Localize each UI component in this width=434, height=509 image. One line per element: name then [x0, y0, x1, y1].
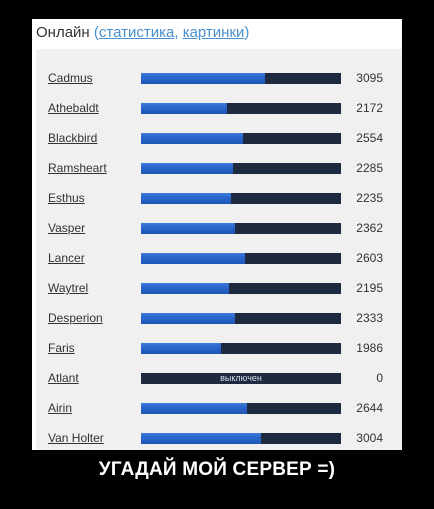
pictures-link[interactable]: картинки — [182, 24, 245, 41]
online-count: 2285 — [356, 161, 383, 175]
online-count: 1986 — [356, 341, 383, 355]
online-bar — [141, 283, 341, 294]
statistics-link[interactable]: статистика — [98, 24, 175, 41]
online-bar — [141, 433, 341, 444]
header-close-paren: ) — [244, 24, 250, 41]
server-row: Atlant выключен 0 — [36, 368, 402, 392]
server-name-link[interactable]: Atlant — [48, 371, 79, 385]
server-row: Cadmus 3095 — [36, 68, 402, 92]
screenshot-frame: Онлайн (статистика, картинки) Cadmus 3095… — [32, 19, 402, 450]
online-count: 0 — [376, 371, 383, 385]
server-name-link[interactable]: Cadmus — [48, 71, 93, 85]
online-bar-fill — [141, 253, 245, 264]
online-bar-fill — [141, 313, 235, 324]
online-header: Онлайн (статистика, картинки) — [36, 24, 249, 46]
server-row: Lancer 2603 — [36, 248, 402, 272]
server-name-link[interactable]: Athebaldt — [48, 101, 99, 115]
server-name-link[interactable]: Esthus — [48, 191, 85, 205]
server-row: Airin 2644 — [36, 398, 402, 422]
server-status-label: выключен — [220, 373, 262, 383]
online-count: 2603 — [356, 251, 383, 265]
header-title: Онлайн — [36, 24, 90, 41]
header-separator: , — [174, 24, 183, 41]
online-bar-fill — [141, 133, 243, 144]
server-name-link[interactable]: Van Holter — [48, 431, 104, 445]
online-bar-fill — [141, 433, 261, 444]
online-bar — [141, 163, 341, 174]
online-bar — [141, 403, 341, 414]
server-row: Ramsheart 2285 — [36, 158, 402, 182]
online-bar — [141, 193, 341, 204]
server-name-link[interactable]: Blackbird — [48, 131, 98, 145]
server-name-link[interactable]: Faris — [48, 341, 75, 355]
online-bar-fill — [141, 343, 221, 354]
online-bar — [141, 313, 341, 324]
server-row: Vasper 2362 — [36, 218, 402, 242]
online-bar-fill — [141, 223, 235, 234]
online-bar-fill — [141, 163, 233, 174]
online-count: 2172 — [356, 101, 383, 115]
online-count: 3004 — [356, 431, 383, 445]
server-row: Desperion 2333 — [36, 308, 402, 332]
server-name-link[interactable]: Vasper — [48, 221, 86, 235]
online-count: 2362 — [356, 221, 383, 235]
online-bar-fill — [141, 283, 229, 294]
online-bar — [141, 103, 341, 114]
online-count: 2235 — [356, 191, 383, 205]
online-bar-fill — [141, 103, 227, 114]
online-bar-fill — [141, 193, 231, 204]
online-count: 3095 — [356, 71, 383, 85]
server-row: Van Holter 3004 — [36, 428, 402, 450]
server-name-link[interactable]: Lancer — [48, 251, 85, 265]
caption-text: УГАДАЙ МОЙ СЕРВЕР =) — [98, 459, 336, 480]
server-list: Cadmus 3095 Athebaldt 2172 Blackbird 2554 Rams… — [36, 49, 402, 450]
online-count: 2644 — [356, 401, 383, 415]
server-name-link[interactable]: Ramsheart — [48, 161, 107, 175]
server-row: Blackbird 2554 — [36, 128, 402, 152]
online-bar — [141, 223, 341, 234]
online-bar: выключен — [141, 373, 341, 384]
online-bar-fill — [141, 73, 265, 84]
online-count: 2333 — [356, 311, 383, 325]
server-name-link[interactable]: Airin — [48, 401, 73, 415]
online-count: 2195 — [356, 281, 383, 295]
online-count: 2554 — [356, 131, 383, 145]
server-row: Faris 1986 — [36, 338, 402, 362]
online-bar — [141, 73, 341, 84]
server-name-link[interactable]: Waytrel — [48, 281, 89, 295]
server-name-link[interactable]: Desperion — [48, 311, 103, 325]
online-bar — [141, 343, 341, 354]
online-bar-fill — [141, 403, 247, 414]
header-open-paren: ( — [93, 24, 99, 41]
server-row: Waytrel 2195 — [36, 278, 402, 302]
server-row: Athebaldt 2172 — [36, 98, 402, 122]
online-bar — [141, 253, 341, 264]
online-bar — [141, 133, 341, 144]
server-row: Esthus 2235 — [36, 188, 402, 212]
